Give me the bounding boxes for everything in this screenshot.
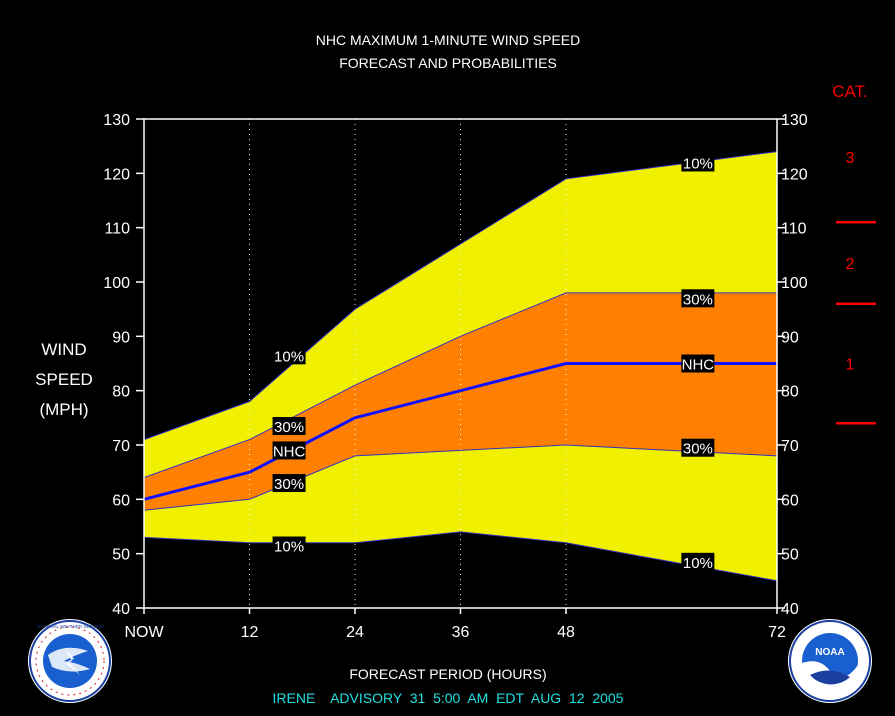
band-label-text: 30%	[683, 291, 713, 308]
noaa-logo-label: NOAA	[815, 647, 844, 658]
band-label: 10%	[681, 552, 715, 572]
band-label-bg	[272, 346, 306, 365]
y-tick-label-left: 120	[103, 166, 130, 183]
y-tick-label-left: 130	[103, 112, 130, 129]
y-tick-label-right: 130	[781, 112, 808, 129]
nws-logo-icon: NATIONAL WEATHER SERVICE	[28, 619, 112, 703]
band-label: 30%	[272, 416, 306, 436]
y-tick-label-right: 100	[781, 275, 808, 292]
y-tick-label-left: 110	[104, 221, 130, 238]
band-label-bg	[272, 416, 306, 435]
x-axis-label: FORECAST PERIOD (HOURS)	[349, 666, 546, 682]
band-label-text: 10%	[683, 155, 713, 172]
band-label: 30%	[272, 474, 306, 493]
y-axis-label-line: WIND	[41, 340, 86, 359]
band-label: 30%	[681, 438, 715, 458]
band-label-bg	[272, 441, 306, 460]
series-line-lower-10	[143, 531, 778, 582]
y-tick-label-left: 70	[112, 438, 130, 455]
y-tick-label-left: 80	[112, 384, 130, 401]
y-axis-label-line: (MPH)	[39, 400, 88, 419]
chart-subtitle: FORECAST AND PROBABILITIES	[339, 55, 557, 71]
band-label-bg	[272, 474, 306, 493]
band-label-text: NHC	[682, 357, 715, 374]
y-tick-label-right: 90	[781, 329, 799, 346]
series-line-upper-10	[143, 151, 778, 441]
band-label-text: 10%	[274, 539, 304, 556]
y-tick-label-left: 100	[103, 275, 130, 292]
series-line-nhc	[143, 362, 777, 501]
chart-title: NHC MAXIMUM 1-MINUTE WIND SPEED	[316, 32, 580, 48]
band-label-text: 30%	[683, 441, 713, 458]
category-title: CAT.	[832, 82, 868, 101]
y-tick-label-left: 60	[112, 492, 130, 509]
band-label-bg	[681, 354, 715, 373]
y-axis-label-line: SPEED	[35, 370, 93, 389]
noaa-logo-icon: NOAA	[788, 619, 872, 703]
x-tick-label: 36	[452, 624, 470, 641]
band-label-bg	[681, 289, 715, 308]
band-label: NHC	[272, 441, 306, 460]
band-label: 10%	[681, 153, 715, 172]
y-tick-label-left: 90	[112, 329, 130, 346]
x-tick-label: 24	[346, 624, 364, 641]
series-lines	[143, 151, 778, 582]
y-tick-label-left: 50	[112, 547, 130, 564]
band-label-text: 30%	[274, 476, 304, 493]
x-tick-label: 72	[768, 624, 786, 641]
band-labels: 10% 30% NHC 30% 10% 10% 30% NHC 30% 10%	[272, 153, 715, 572]
nws-logo-text: NATIONAL WEATHER SERVICE	[37, 624, 103, 629]
y-tick-label-right: 70	[781, 438, 799, 455]
band-label-text: NHC	[273, 443, 306, 460]
y-tick-label-left: 40	[112, 601, 130, 618]
category-label: 3	[846, 150, 855, 167]
band-label: NHC	[681, 354, 715, 374]
y-tick-label-right: 80	[781, 384, 799, 401]
y-tick-label-right: 60	[781, 492, 799, 509]
band-label: 10%	[272, 346, 306, 365]
band-label-bg	[681, 552, 715, 571]
band-label-text: 10%	[683, 555, 713, 572]
band-label-text: 10%	[274, 348, 304, 365]
y-tick-label-right: 50	[781, 547, 799, 564]
category-label: 1	[846, 357, 855, 374]
y-tick-label-right: 110	[781, 221, 807, 238]
x-tick-label: 12	[241, 624, 259, 641]
x-tick-label: NOW	[124, 624, 164, 641]
y-tick-label-right: 120	[781, 166, 808, 183]
band-label-text: 30%	[274, 419, 304, 436]
x-tick-label: 48	[557, 624, 575, 641]
series-line-upper-30	[143, 292, 777, 479]
band-label-bg	[681, 153, 715, 172]
axis-tick-labels: 40 40 50 50 60 60 70 70 80 80 90 90 100 100 110 110 120 1…	[103, 112, 808, 641]
category-scale: CAT. 1 2 3	[832, 82, 876, 425]
band-label-bg	[272, 536, 306, 555]
band-label: 30%	[681, 289, 715, 308]
advisory-footer: IRENE ADVISORY 31 5:00 AM EDT AUG 12 200…	[273, 690, 624, 706]
series-line-lower-30	[143, 444, 778, 511]
band-label-bg	[681, 438, 715, 457]
y-axis-label: WIND SPEED (MPH)	[35, 340, 93, 419]
band-label: 10%	[272, 536, 306, 556]
y-tick-label-right: 40	[781, 601, 799, 618]
category-label: 2	[846, 256, 855, 273]
